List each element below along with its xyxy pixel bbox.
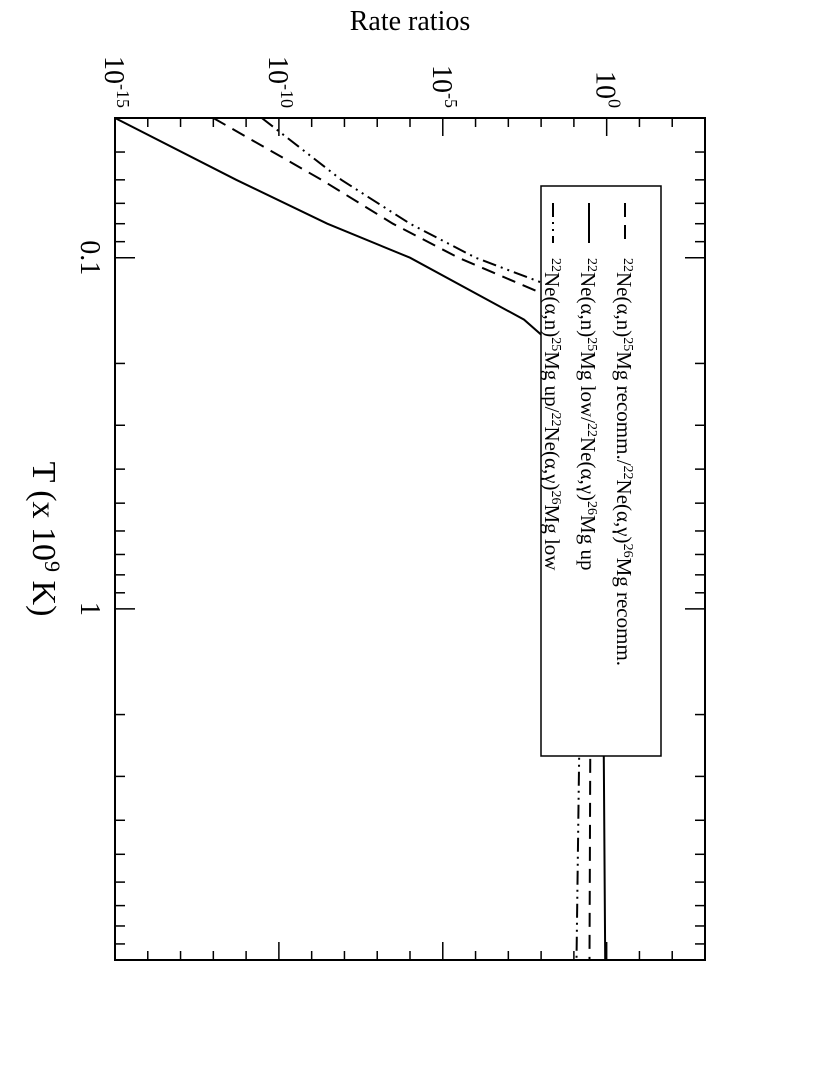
- y-tick-label: 10-15: [98, 56, 133, 108]
- x-tick-label: 1: [74, 602, 105, 616]
- rotated-plot: 22Ne(α,n)25Mg recomm./22Ne(α,γ)26Mg reco…: [25, 6, 706, 961]
- y-axis-title: Rate ratios: [350, 6, 471, 37]
- tick-labels: 0.1 1 10-15 10-10 10-5 100: [74, 56, 625, 616]
- series-line-2: [114, 117, 607, 961]
- x-tick-label: 0.1: [74, 240, 105, 275]
- legend: 22Ne(α,n)25Mg recomm./22Ne(α,γ)26Mg reco…: [540, 185, 662, 757]
- x-axis-title: T (x 109 K): [25, 462, 66, 617]
- axis-titles: T (x 109 K) Rate ratios: [25, 6, 470, 616]
- minor-ticks: [115, 117, 705, 960]
- y-tick-label: 10-10: [262, 56, 297, 108]
- legend-label-1: 22Ne(α,n)25Mg recomm./22Ne(α,γ)26Mg reco…: [612, 258, 636, 666]
- y-tick-label: 100: [590, 71, 625, 108]
- legend-label-2: 22Ne(α,n)25Mg low/22Ne(α,γ)26Mg up: [576, 258, 600, 570]
- major-ticks: [114, 118, 705, 960]
- legend-label-3: 22Ne(α,n)25Mg up/22Ne(α,γ)26Mg low: [540, 258, 564, 571]
- legend-box: [540, 185, 662, 757]
- y-tick-label: 10-5: [426, 65, 461, 108]
